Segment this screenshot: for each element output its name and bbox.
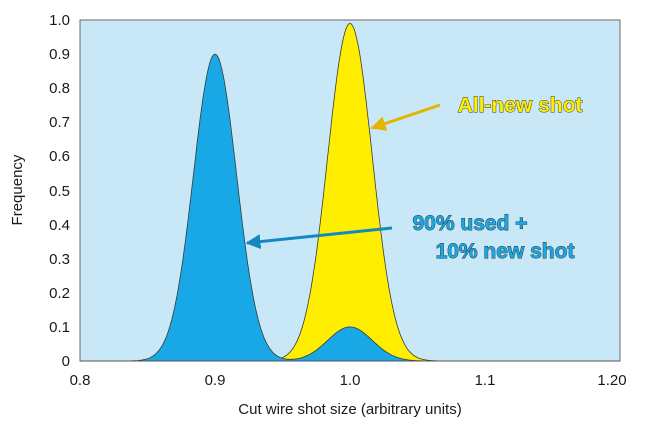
annotation-label-used-line-2: 10% new shot <box>436 240 575 263</box>
y-tick-label-6: 0.5 <box>49 183 70 200</box>
y-tick-label-8: 0.7 <box>49 114 70 131</box>
y-axis-title: Frequency <box>9 154 26 225</box>
y-tick-label-10: 0.9 <box>49 46 70 63</box>
x-tick-label-3: 1.0 <box>340 372 361 389</box>
y-tick-label-11: 1.0 <box>49 12 70 29</box>
annotation-arrow-yellow <box>370 103 441 131</box>
x-tick-label-4: 1.1 <box>475 372 496 389</box>
y-tick-label-9: 0.8 <box>49 80 70 97</box>
annotation-label-used-line-1: 90% used + <box>413 212 528 235</box>
x-axis: 0.8 0.9 1.0 1.1 1.20 Cut wire shot size … <box>70 360 627 418</box>
y-tick-label-5: 0.4 <box>49 217 70 234</box>
x-tick-label-2: 0.9 <box>205 372 226 389</box>
annotation-used-new: 90% used + 10% new shot <box>245 212 575 263</box>
y-tick-label-3: 0.2 <box>49 285 70 302</box>
y-tick-label-2: 0.1 <box>49 319 70 336</box>
annotation-all-new: All-new shot <box>370 94 583 131</box>
annotation-label-all-new-shot: All-new shot <box>458 94 583 117</box>
y-tick-label-7: 0.6 <box>49 148 70 165</box>
x-tick-label-5: 1.20 <box>597 372 626 389</box>
y-axis: 0 0.1 0.2 0.3 0.4 0.5 0.6 0.7 0.8 0.9 1.… <box>9 12 70 370</box>
y-tick-label-4: 0.3 <box>49 251 70 268</box>
x-axis-title: Cut wire shot size (arbitrary units) <box>238 401 461 418</box>
annotation-arrow-blue <box>245 226 393 250</box>
x-tick-label-1: 0.8 <box>70 372 91 389</box>
y-tick-label-1: 0 <box>62 353 70 370</box>
